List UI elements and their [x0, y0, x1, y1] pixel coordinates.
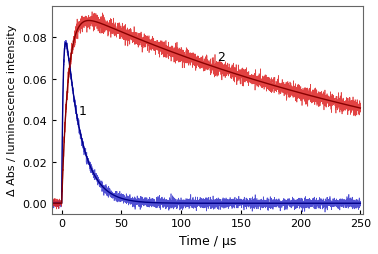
Text: 2: 2 — [217, 51, 225, 64]
Y-axis label: Δ Abs / luminescence intensity: Δ Abs / luminescence intensity — [7, 25, 17, 196]
X-axis label: Time / μs: Time / μs — [179, 234, 236, 247]
Text: 1: 1 — [78, 105, 86, 118]
